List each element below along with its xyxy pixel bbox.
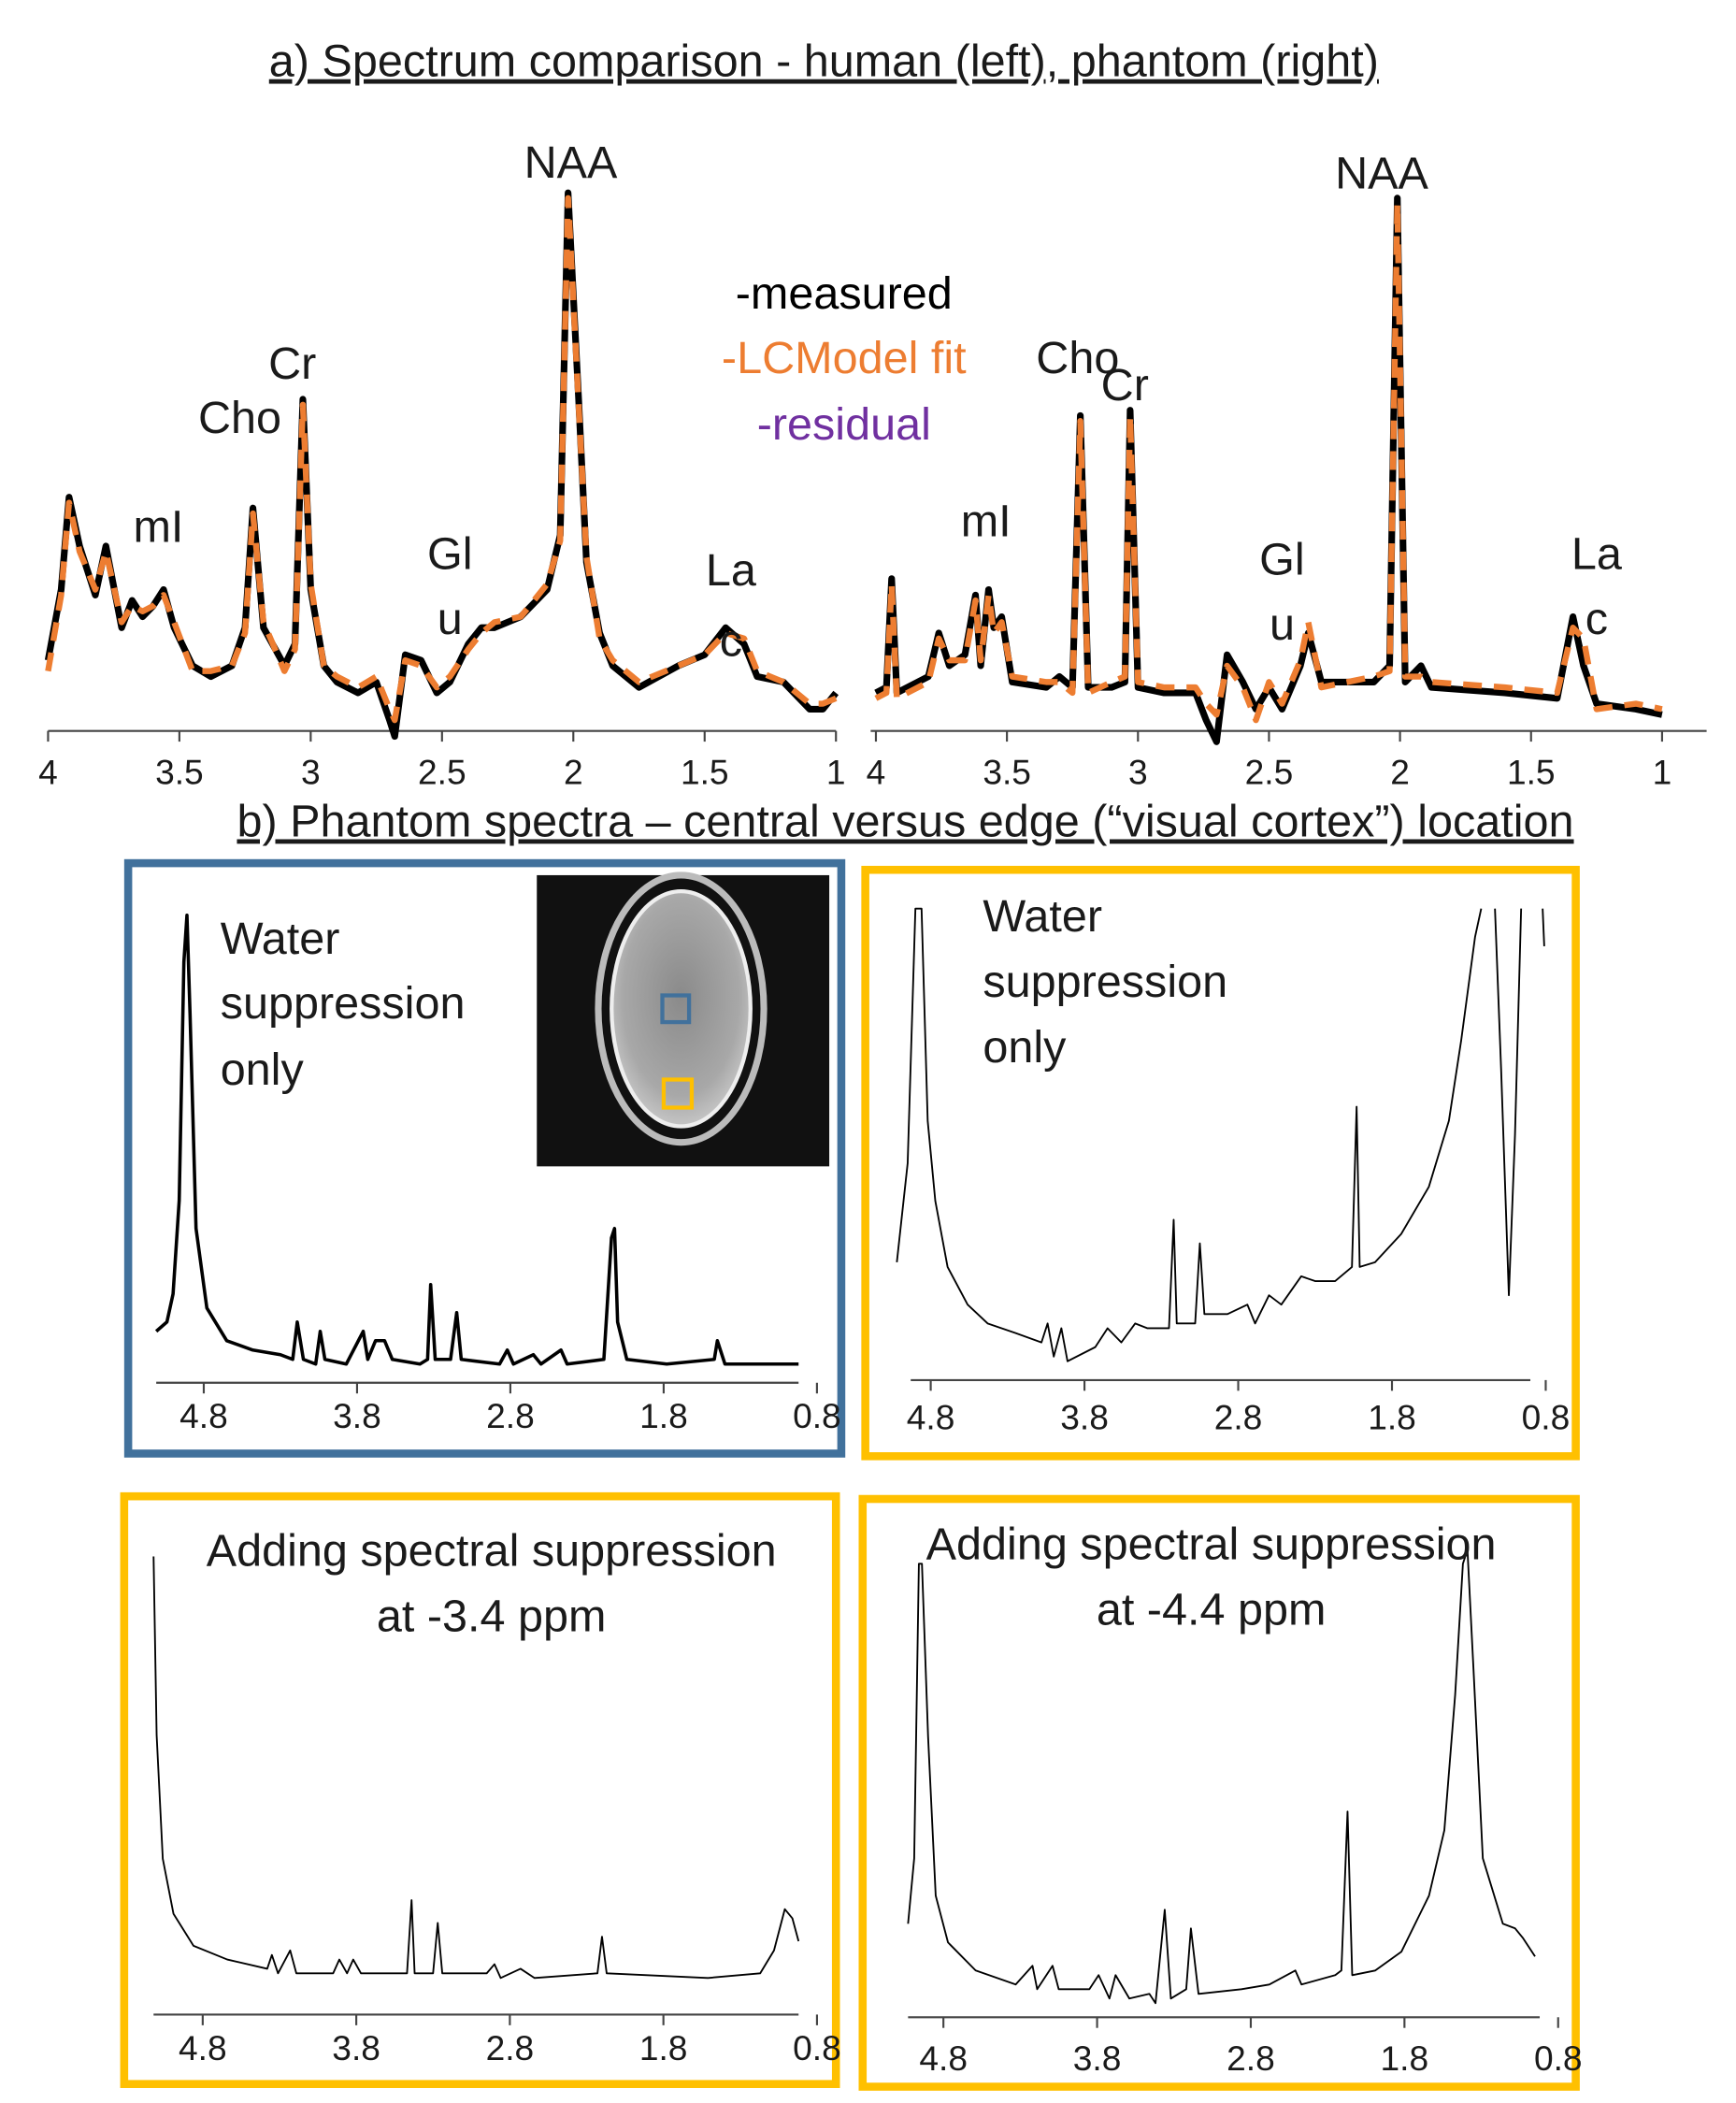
panel-frame [120,1491,840,2088]
legend-entry: -residual [757,399,931,450]
x-tick-label: 3 [301,753,321,792]
legend-entry: -measured [736,268,953,319]
spectrum-line [874,200,1663,724]
x-tick-label: 1.5 [681,753,729,792]
spectrum-line [907,1548,1536,2005]
peak-label: NAA [524,137,618,188]
peak-label: mI [133,501,183,552]
x-tick-label: 3.5 [983,753,1031,792]
panel-caption: suppression [983,957,1227,1007]
x-tick-label: 2 [1390,753,1410,792]
x-tick-label: 3.8 [1073,2038,1122,2078]
panel-frame [861,865,1580,1461]
x-tick-label: 3.8 [333,1396,381,1435]
peak-label: c [1585,594,1608,644]
x-tick-label: 0.8 [1534,2038,1583,2078]
x-tick-label: 3.8 [332,2028,380,2067]
peak-label: c [720,615,742,666]
x-tick-label: 1.8 [639,2028,688,2067]
x-tick-label: 0.8 [793,1396,841,1435]
peak-label: Gl [427,528,473,579]
peak-label: La [1571,528,1622,579]
x-tick-label: 2.8 [486,2028,535,2067]
x-tick-label: 4 [867,753,886,792]
panel-caption: at -3.4 ppm [377,1591,607,1641]
x-tick-label: 2.5 [418,753,466,792]
x-tick-label: 4.8 [179,1396,228,1435]
spectrum-line [154,914,799,1366]
legend-entry: -LCModel fit [722,333,967,383]
panel-frame [858,1494,1580,2091]
x-tick-label: 3.8 [1060,1398,1109,1437]
peak-label: mI [961,497,1011,547]
panel-caption: Adding spectral suppression [926,1519,1497,1569]
peak-label: Cr [268,338,316,389]
panel-caption: only [983,1022,1067,1073]
spectrum-line [874,194,1663,745]
x-tick-label: 3.5 [155,753,204,792]
x-tick-label: 0.8 [1522,1398,1571,1437]
x-tick-label: 1.8 [1381,2038,1429,2078]
x-tick-label: 1.8 [1368,1398,1416,1437]
panel-caption: suppression [221,978,466,1029]
mri-inset [537,871,830,1167]
skull-ring [595,871,768,1146]
peak-label: u [1270,599,1295,650]
x-tick-label: 2 [564,753,583,792]
phantom [610,888,753,1129]
peak-label: Gl [1259,534,1305,584]
peak-label: u [438,594,463,644]
x-tick-label: 1 [826,753,846,792]
x-tick-label: 2.8 [486,1396,535,1435]
x-tick-label: 1 [1653,753,1672,792]
peak-label: Cr [1101,360,1149,411]
x-tick-label: 1.5 [1507,753,1556,792]
peak-label: Cho [1036,333,1119,383]
x-tick-label: 0.8 [793,2028,841,2067]
spectrum-line [44,189,839,741]
x-tick-label: 4 [38,753,58,792]
peak-label: La [706,545,756,596]
peak-label: NAA [1335,148,1428,198]
panel-caption: Water [221,914,340,964]
x-tick-label: 2.8 [1227,2038,1275,2078]
x-tick-label: 3 [1128,753,1148,792]
x-tick-label: 2.5 [1245,753,1294,792]
voxel-central [660,993,692,1025]
x-tick-label: 1.8 [639,1396,688,1435]
panel-frame [123,858,846,1458]
panel-caption: Water [983,891,1102,942]
peak-label: Cho [198,393,281,443]
spectrum-line [896,907,1545,1362]
spectrum-line [45,194,838,724]
heading: b) Phantom spectra – central versus edge… [237,796,1573,846]
x-tick-label: 4.8 [179,2028,227,2067]
panel-caption: only [221,1044,305,1095]
x-tick-label: 4.8 [907,1398,955,1437]
voxel-edge [661,1077,695,1110]
panel-caption: Adding spectral suppression [207,1525,777,1576]
heading: a) Spectrum comparison - human (left), p… [269,36,1379,87]
x-tick-label: 4.8 [919,2038,968,2078]
x-tick-label: 2.8 [1214,1398,1263,1437]
panel-caption: at -4.4 ppm [1097,1584,1327,1635]
spectrum-line [152,1556,800,1980]
